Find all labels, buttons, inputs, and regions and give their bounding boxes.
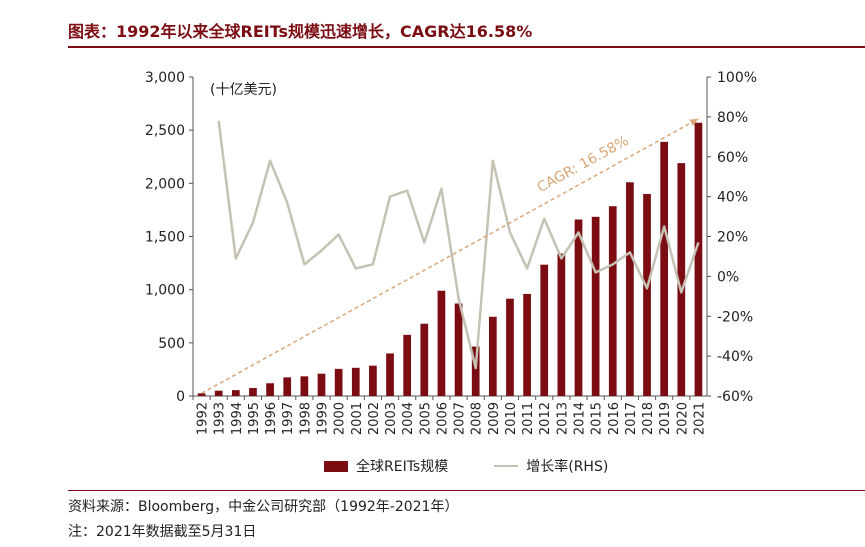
legend: 全球REITs规模 增长率(RHS) xyxy=(324,456,608,476)
x-tick-label: 2004 xyxy=(401,402,416,435)
left-tick-label: 2,000 xyxy=(145,176,185,192)
right-tick-label: -40% xyxy=(717,349,753,365)
x-tick-label: 1993 xyxy=(213,402,228,435)
x-tick-label: 2001 xyxy=(350,402,365,435)
bar xyxy=(266,383,274,396)
x-tick-label: 1995 xyxy=(247,402,262,435)
bar xyxy=(300,376,309,396)
left-tick-label: 1,500 xyxy=(145,230,185,246)
title-rule xyxy=(68,46,865,48)
legend-line-label: 增长率(RHS) xyxy=(526,459,609,475)
bar xyxy=(643,193,651,396)
bar xyxy=(557,253,566,396)
right-tick-label: 60% xyxy=(717,150,748,166)
bar xyxy=(317,373,326,396)
bar xyxy=(540,264,549,396)
bar xyxy=(437,290,446,396)
bar xyxy=(694,122,703,397)
x-tick-label: 2002 xyxy=(367,402,382,435)
bar xyxy=(283,377,292,396)
x-tick-label: 2021 xyxy=(692,402,707,435)
bar xyxy=(454,303,463,396)
growth-line xyxy=(217,120,700,370)
x-tick-label: 2007 xyxy=(453,402,468,435)
x-tick-label: 2018 xyxy=(641,402,656,435)
bar xyxy=(249,388,257,396)
x-tick-label: 2012 xyxy=(538,402,553,435)
x-tick-label: 2011 xyxy=(521,402,536,435)
right-tick-label: 40% xyxy=(717,190,748,206)
cagr-arrowhead xyxy=(689,118,699,126)
bottom-rule xyxy=(68,490,865,491)
x-tick-label: 2003 xyxy=(384,402,399,435)
footnote: 注：2021年数据截至5月31日 xyxy=(68,524,257,540)
cagr-label: CAGR: 16.58% xyxy=(535,133,632,196)
x-tick-label: 1997 xyxy=(281,402,296,435)
bar xyxy=(626,182,634,396)
bar xyxy=(523,293,531,396)
x-tick-label: 2009 xyxy=(487,402,502,435)
x-tick-label: 1999 xyxy=(316,402,331,435)
left-tick-label: 2,500 xyxy=(145,123,185,139)
x-tick-label: 2020 xyxy=(675,402,690,435)
bar xyxy=(334,368,343,396)
legend-bar-label: 全球REITs规模 xyxy=(356,459,449,475)
bar xyxy=(420,323,429,396)
bar xyxy=(591,216,600,396)
right-tick-label: 20% xyxy=(717,230,748,246)
bar xyxy=(488,316,497,396)
left-tick-label: 3,000 xyxy=(145,70,185,86)
x-tick-label: 2008 xyxy=(470,402,485,435)
bar xyxy=(677,163,686,396)
x-tick-label: 2019 xyxy=(658,402,673,435)
bar xyxy=(574,219,583,396)
right-tick-label: 100% xyxy=(717,70,757,86)
left-tick-label: 1,000 xyxy=(145,283,185,299)
bar xyxy=(214,390,223,396)
x-tick-label: 2006 xyxy=(435,402,450,435)
x-tick-label: 2015 xyxy=(590,402,605,435)
x-tick-label: 1992 xyxy=(196,402,211,435)
right-tick-label: -60% xyxy=(717,389,753,405)
x-tick-label: 2005 xyxy=(418,402,433,435)
x-tick-label: 2013 xyxy=(555,402,570,435)
bar xyxy=(386,353,394,396)
bar xyxy=(351,367,360,396)
chart-title: 图表：1992年以来全球REITs规模迅速增长，CAGR达16.58% xyxy=(68,22,533,41)
x-tick-label: 2016 xyxy=(607,402,622,435)
bar xyxy=(660,141,669,396)
bar xyxy=(403,334,412,396)
bar xyxy=(197,393,206,396)
x-tick-label: 2010 xyxy=(504,402,519,435)
unit-label: (十亿美元) xyxy=(210,82,277,98)
bar xyxy=(471,346,480,396)
x-tick-label: 2017 xyxy=(624,402,639,435)
legend-bar-swatch xyxy=(324,460,348,472)
right-tick-label: -20% xyxy=(717,309,753,325)
x-tick-label: 2000 xyxy=(333,402,348,435)
x-tick-label: 1998 xyxy=(298,402,313,435)
bar xyxy=(369,365,377,396)
left-tick-label: 500 xyxy=(158,336,185,352)
bar xyxy=(506,298,514,396)
left-tick-label: 0 xyxy=(176,389,185,405)
source-note: 资料来源：Bloomberg，中金公司研究部（1992年-2021年） xyxy=(68,499,459,515)
right-tick-label: 80% xyxy=(717,110,748,126)
bar xyxy=(231,390,240,396)
right-tick-label: 0% xyxy=(717,269,739,285)
x-tick-label: 1996 xyxy=(264,402,279,435)
legend-line-swatch xyxy=(494,465,519,467)
x-tick-label: 1994 xyxy=(230,402,245,435)
x-tick-label: 2014 xyxy=(573,402,588,435)
cagr-trend-line xyxy=(201,118,699,394)
bar xyxy=(608,206,617,396)
